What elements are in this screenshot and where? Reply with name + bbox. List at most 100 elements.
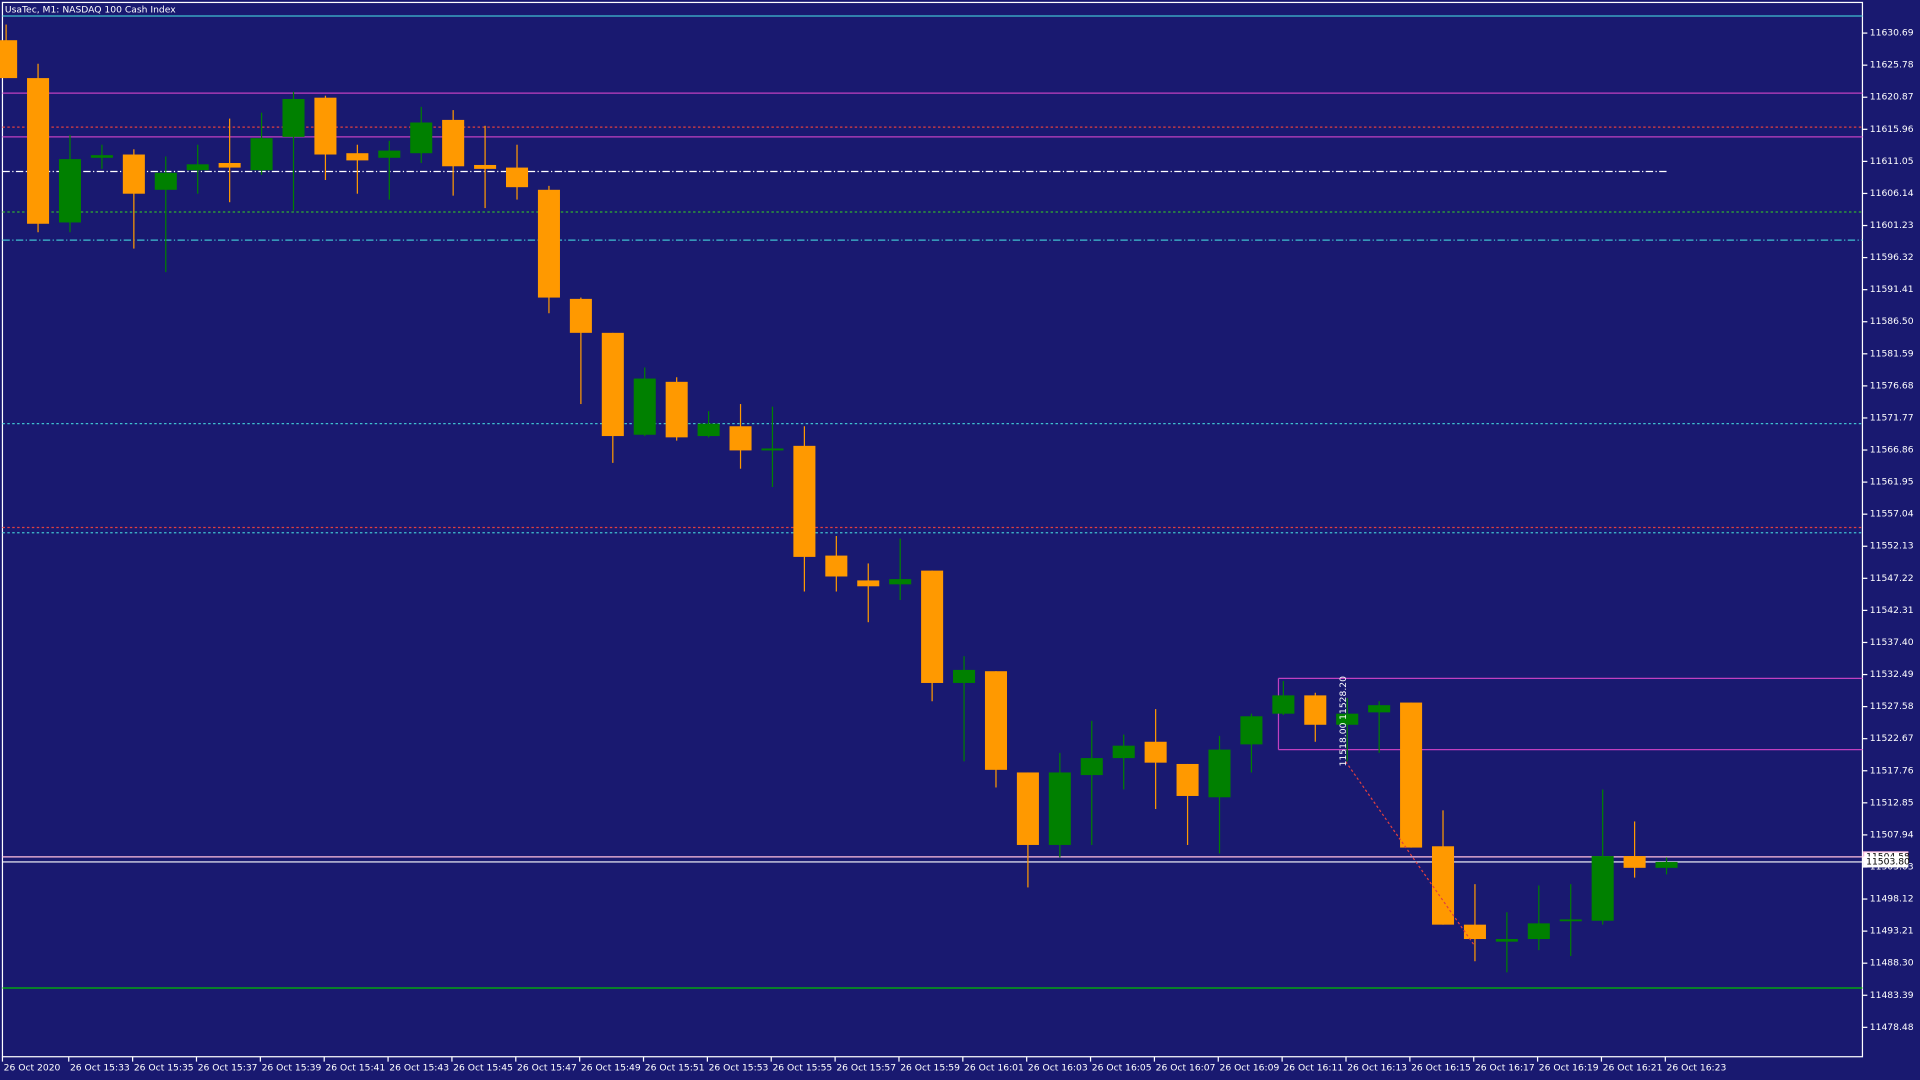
x-tick-label: 26 Oct 15:41	[325, 1062, 385, 1073]
x-tick-label: 26 Oct 16:17	[1475, 1062, 1535, 1073]
candle-body	[825, 555, 848, 577]
y-tick-label: 11596.32	[1870, 252, 1914, 263]
candle-body	[537, 189, 560, 298]
y-tick-label: 11542.31	[1870, 605, 1914, 616]
y-tick-label: 11493.21	[1870, 926, 1914, 937]
y-tick-label: 11552.13	[1870, 541, 1914, 552]
candle-body	[1208, 749, 1231, 798]
x-tick-label: 26 Oct 15:43	[389, 1062, 449, 1073]
candle-body	[1176, 763, 1199, 796]
candle-body	[218, 163, 241, 168]
y-tick-label: 11527.58	[1870, 701, 1914, 712]
y-tick-label: 11606.14	[1870, 188, 1914, 199]
x-tick-label: 26 Oct 15:55	[772, 1062, 832, 1073]
candle-body	[1591, 856, 1614, 921]
x-tick-label: 26 Oct 16:05	[1092, 1062, 1152, 1073]
y-tick-label: 11566.86	[1870, 445, 1914, 456]
y-tick-label: 11483.39	[1870, 990, 1914, 1001]
candle-body	[889, 579, 912, 585]
candle-body	[1080, 758, 1103, 776]
y-tick-label: 11488.30	[1870, 958, 1914, 969]
candle-body	[633, 378, 656, 435]
x-tick-label: 26 Oct 16:03	[1028, 1062, 1088, 1073]
x-tick-label: 26 Oct 16:07	[1156, 1062, 1216, 1073]
y-tick-label: 11507.94	[1870, 829, 1914, 840]
candle-body	[984, 671, 1008, 770]
candle-body	[729, 426, 752, 451]
candle-body	[1336, 713, 1359, 725]
candle-body	[505, 167, 529, 188]
x-tick-label: 26 Oct 15:45	[453, 1062, 513, 1073]
candle-body	[665, 381, 688, 438]
candle-body	[1400, 702, 1423, 848]
x-tick-label: 26 Oct 15:37	[198, 1062, 258, 1073]
x-tick-label: 26 Oct 15:59	[900, 1062, 960, 1073]
y-tick-label: 11571.77	[1870, 412, 1914, 423]
y-tick-label: 11576.68	[1870, 380, 1914, 391]
candle-body	[1048, 772, 1071, 845]
candle-body	[58, 159, 82, 223]
candle-body	[761, 448, 784, 451]
y-tick-label: 11630.69	[1870, 28, 1914, 39]
x-tick-label: 26 Oct 15:57	[836, 1062, 896, 1073]
y-tick-label: 11537.40	[1870, 637, 1914, 648]
candle-body	[410, 122, 433, 154]
x-tick-label: 26 Oct 15:49	[581, 1062, 641, 1073]
candle-body	[1016, 772, 1039, 845]
candle-body	[186, 164, 209, 171]
x-tick-label: 26 Oct 16:21	[1603, 1062, 1663, 1073]
candle-body	[1112, 745, 1135, 759]
annotation: 11518.00	[1338, 722, 1349, 766]
candle-body	[793, 445, 816, 557]
x-tick-label: 26 Oct 16:11	[1283, 1062, 1343, 1073]
x-tick-label: 26 Oct 15:53	[709, 1062, 769, 1073]
candle-body	[697, 423, 720, 437]
chart-title: UsaTec, M1: NASDAQ 100 Cash Index	[5, 4, 176, 15]
candle-body	[1623, 856, 1646, 868]
y-tick-label: 11532.49	[1870, 669, 1914, 680]
y-tick-label: 11547.22	[1870, 573, 1914, 584]
candle-body	[250, 138, 273, 171]
x-tick-label: 26 Oct 15:35	[134, 1062, 194, 1073]
x-tick-label: 26 Oct 16:15	[1411, 1062, 1471, 1073]
candle-body	[442, 119, 465, 167]
candle-body	[122, 154, 145, 194]
candle-body	[569, 298, 592, 333]
y-tick-label: 11625.78	[1870, 60, 1914, 71]
x-tick-label: 26 Oct 15:39	[262, 1062, 322, 1073]
candle-body	[27, 78, 50, 224]
x-tick-label: 26 Oct 16:13	[1347, 1062, 1407, 1073]
candle-body	[378, 150, 401, 158]
x-tick-label: 26 Oct 16:19	[1539, 1062, 1599, 1073]
price-label: 11503.80	[1866, 856, 1910, 867]
y-tick-label: 11478.48	[1870, 1022, 1914, 1033]
candle-body	[1304, 695, 1327, 725]
trade-line	[1345, 761, 1475, 946]
candle-body	[0, 40, 18, 79]
candle-body	[1527, 923, 1550, 940]
y-tick-label: 11615.96	[1870, 124, 1914, 135]
candle-body	[1368, 705, 1391, 713]
y-tick-label: 11561.95	[1870, 477, 1914, 488]
candle-body	[1240, 716, 1263, 745]
x-tick-label: 26 Oct 15:47	[517, 1062, 577, 1073]
y-tick-label: 11512.85	[1870, 797, 1914, 808]
y-tick-label: 11601.23	[1870, 220, 1914, 231]
candle-body	[1559, 919, 1582, 922]
candle-body	[1431, 846, 1455, 925]
candle-body	[953, 669, 976, 683]
y-tick-label: 11586.50	[1870, 316, 1914, 327]
candle-body	[282, 98, 305, 137]
y-tick-label: 11581.59	[1870, 348, 1914, 359]
x-tick-label: 26 Oct 16:23	[1667, 1062, 1727, 1073]
y-tick-label: 11620.87	[1870, 92, 1914, 103]
candle-body	[1655, 861, 1678, 868]
x-tick-label: 26 Oct 15:33	[70, 1062, 130, 1073]
y-tick-label: 11557.04	[1870, 509, 1914, 520]
y-tick-label: 11611.05	[1870, 156, 1914, 167]
x-tick-label: 26 Oct 16:09	[1219, 1062, 1279, 1073]
x-tick-label: 26 Oct 16:01	[964, 1062, 1024, 1073]
candle-body	[474, 164, 497, 169]
